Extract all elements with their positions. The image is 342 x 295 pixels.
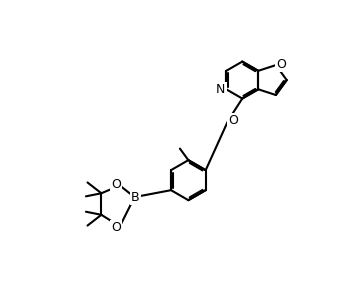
Text: O: O	[111, 178, 121, 191]
Text: B: B	[131, 191, 140, 204]
Text: O: O	[111, 222, 121, 235]
Text: N: N	[216, 83, 226, 96]
Text: O: O	[228, 114, 238, 127]
Text: O: O	[276, 58, 286, 71]
